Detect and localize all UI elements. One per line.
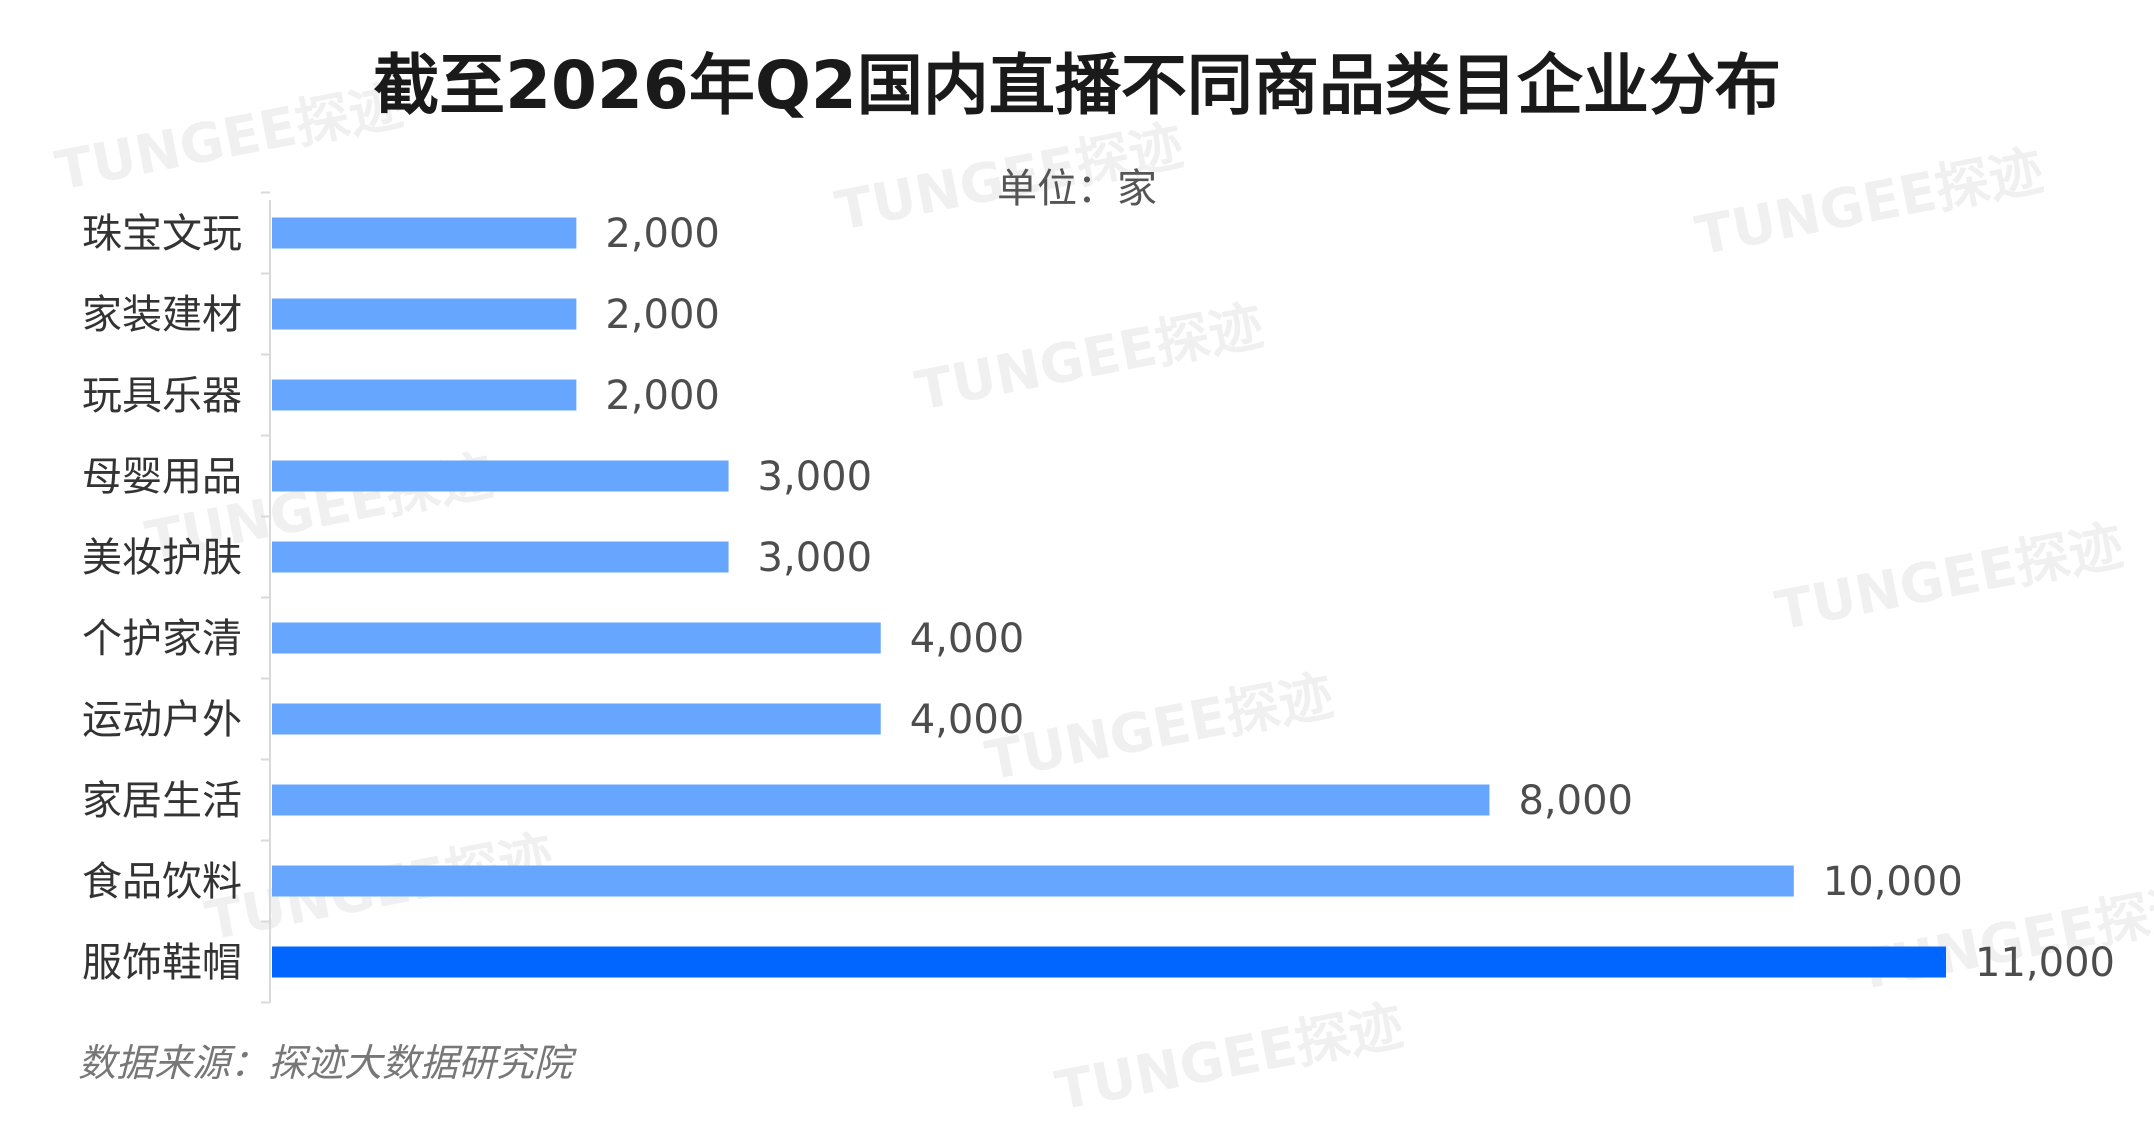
value-label: 8,000	[1518, 778, 1633, 824]
source-note: 数据来源：探迹大数据研究院	[78, 1041, 577, 1085]
bar-5	[272, 622, 881, 654]
chart-title: 截至2026年Q2国内直播不同商品类目企业分布	[373, 47, 1781, 124]
bars-group	[272, 217, 1946, 978]
value-label: 11,000	[1975, 940, 2115, 986]
watermark-text: TUNGEE探迹	[1690, 139, 2048, 268]
category-label: 个护家清	[82, 616, 242, 662]
value-label: 4,000	[910, 616, 1025, 662]
y-axis-ticks	[261, 191, 270, 1004]
category-label: 母婴用品	[82, 454, 242, 500]
bar-0	[272, 217, 577, 249]
category-label: 服饰鞋帽	[82, 940, 242, 986]
bar-9	[272, 946, 1946, 978]
category-label: 家装建材	[82, 292, 242, 338]
category-label: 美妆护肤	[82, 535, 242, 581]
value-label: 2,000	[605, 292, 720, 338]
bar-4	[272, 541, 729, 573]
bar-6	[272, 703, 881, 735]
category-label: 运动户外	[82, 697, 242, 743]
watermark-text: TUNGEE探迹	[50, 74, 408, 203]
category-label: 珠宝文玩	[82, 211, 242, 257]
bar-8	[272, 865, 1794, 897]
value-label: 10,000	[1823, 859, 1963, 905]
watermark-text: TUNGEE探迹	[910, 294, 1268, 423]
watermark-text: TUNGEE探迹	[1050, 994, 1408, 1123]
value-labels: 2,000 2,000 2,000 3,000 3,000 4,000 4,000 8,000…	[605, 211, 2115, 986]
category-label: 玩具乐器	[82, 373, 242, 419]
value-label: 2,000	[605, 211, 720, 257]
watermark-text: TUNGEE探迹	[1770, 514, 2128, 643]
category-label: 家居生活	[82, 778, 242, 824]
category-label: 食品饮料	[82, 859, 242, 905]
bar-7	[272, 784, 1490, 816]
bar-2	[272, 379, 577, 411]
value-label: 2,000	[605, 373, 720, 419]
value-label: 3,000	[758, 454, 873, 500]
bar-3	[272, 460, 729, 492]
unit-label: 单位：家	[997, 166, 1157, 212]
watermark-text: TUNGEE探迹	[980, 664, 1338, 793]
value-label: 3,000	[758, 535, 873, 581]
bar-1	[272, 298, 577, 330]
value-label: 4,000	[910, 697, 1025, 743]
